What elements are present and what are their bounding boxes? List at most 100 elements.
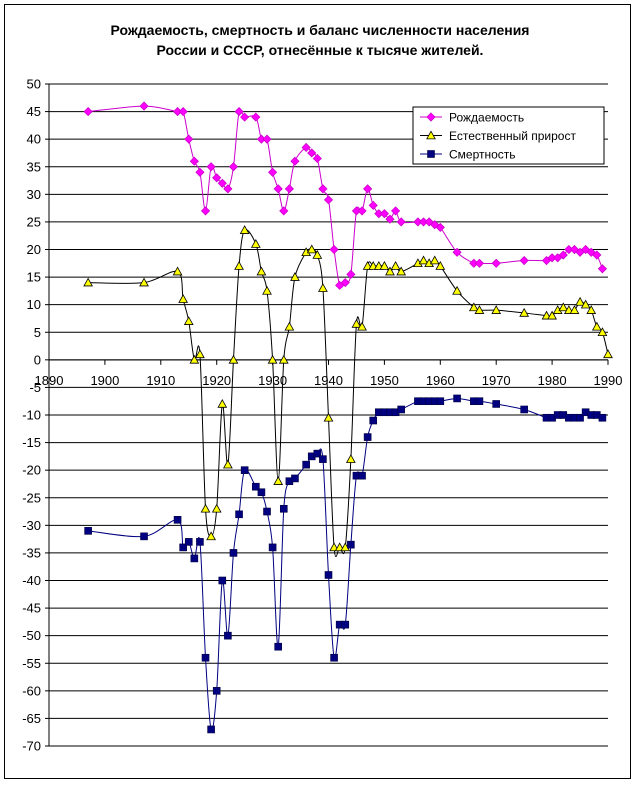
x-tick-label: 1950 (370, 373, 399, 388)
data-point (200, 503, 211, 513)
data-point (385, 266, 395, 276)
y-tick-label: 10 (27, 297, 41, 312)
data-point (418, 255, 429, 265)
data-point (268, 167, 278, 177)
data-point (234, 107, 244, 117)
data-point (547, 310, 557, 320)
y-tick-label: -50 (22, 628, 41, 643)
data-point (139, 277, 149, 287)
data-point (468, 302, 479, 312)
data-point (452, 285, 462, 295)
data-point (307, 148, 317, 158)
y-tick-label: 25 (27, 214, 41, 229)
chart-title: Рождаемость, смертность и баланс численн… (40, 20, 600, 60)
legend-marker (426, 112, 436, 122)
data-point (251, 112, 261, 122)
y-tick-label: 0 (34, 352, 41, 367)
data-point (212, 173, 222, 183)
data-point (597, 264, 607, 274)
data-point (475, 397, 484, 406)
y-tick-label: -70 (22, 739, 41, 754)
data-point (262, 134, 272, 144)
data-point (318, 283, 328, 292)
data-point (302, 460, 310, 469)
data-point (324, 571, 333, 579)
data-point (345, 454, 356, 463)
data-point (206, 162, 216, 172)
x-tick-label: 1970 (482, 373, 511, 388)
y-tick-label: 40 (27, 132, 41, 147)
data-point (212, 687, 221, 695)
legend-item: Рождаемость (420, 111, 524, 125)
data-point (318, 184, 328, 194)
data-point (184, 134, 194, 144)
data-point (436, 397, 445, 406)
legend-item: Смертность (420, 148, 516, 162)
legend-label: Смертность (449, 148, 516, 162)
data-point (274, 642, 282, 651)
legend-box (412, 106, 605, 165)
x-tick-label: 1890 (35, 373, 64, 388)
data-point (312, 153, 322, 164)
data-point (240, 112, 250, 122)
data-point (267, 354, 278, 364)
data-point (492, 400, 501, 408)
data-point (229, 549, 238, 557)
data-point (323, 195, 334, 205)
series-group (83, 101, 613, 734)
data-point (357, 206, 367, 216)
data-point (207, 725, 215, 734)
chart-title-line-2: России и СССР, отнесённые к тысяче жител… (156, 42, 484, 58)
data-point (284, 321, 295, 331)
data-point (306, 244, 317, 254)
data-point (278, 354, 289, 364)
data-point (435, 222, 445, 232)
legend-marker (426, 130, 436, 140)
series-0 (83, 101, 607, 290)
data-point (84, 527, 92, 535)
x-tick-label: 1930 (258, 373, 287, 388)
data-point (200, 206, 211, 216)
y-tick-label: -65 (22, 711, 41, 726)
data-point (273, 476, 284, 485)
data-point (313, 449, 322, 458)
data-point (358, 471, 366, 480)
legend: Рождаемость Естественный прирост Смертност… (412, 106, 605, 165)
y-tick-label: -5 (29, 380, 41, 395)
x-tick-label: 1980 (538, 373, 567, 388)
data-point (279, 206, 289, 216)
axes: 50454035302520151050-5-10-15-20-25-30-35… (22, 77, 622, 754)
data-point (340, 278, 350, 288)
y-tick-label: 35 (27, 159, 41, 174)
data-point (351, 318, 362, 328)
legend-label: Естественный прирост (449, 129, 576, 143)
y-tick-label: -55 (22, 656, 41, 671)
data-point (520, 405, 528, 414)
data-point (239, 225, 250, 234)
data-point (263, 507, 271, 516)
data-point (603, 349, 613, 359)
data-point (341, 620, 350, 629)
data-point (474, 305, 485, 314)
data-point (363, 433, 372, 441)
data-point (435, 261, 446, 270)
data-point (279, 504, 288, 513)
data-point (240, 466, 249, 474)
series-line (88, 397, 603, 731)
data-point (329, 244, 339, 255)
data-point (576, 413, 584, 422)
data-point (179, 543, 187, 552)
data-point (519, 307, 530, 317)
data-point (558, 302, 569, 312)
data-point (319, 455, 327, 463)
series-2 (84, 394, 607, 734)
data-point (235, 510, 243, 519)
data-point (396, 217, 406, 227)
data-point (368, 200, 378, 210)
data-point (172, 266, 183, 276)
data-point (491, 305, 502, 314)
y-tick-label: -20 (22, 463, 41, 478)
x-tick-label: 1920 (202, 373, 231, 388)
data-point (591, 321, 602, 331)
data-point (273, 184, 283, 194)
